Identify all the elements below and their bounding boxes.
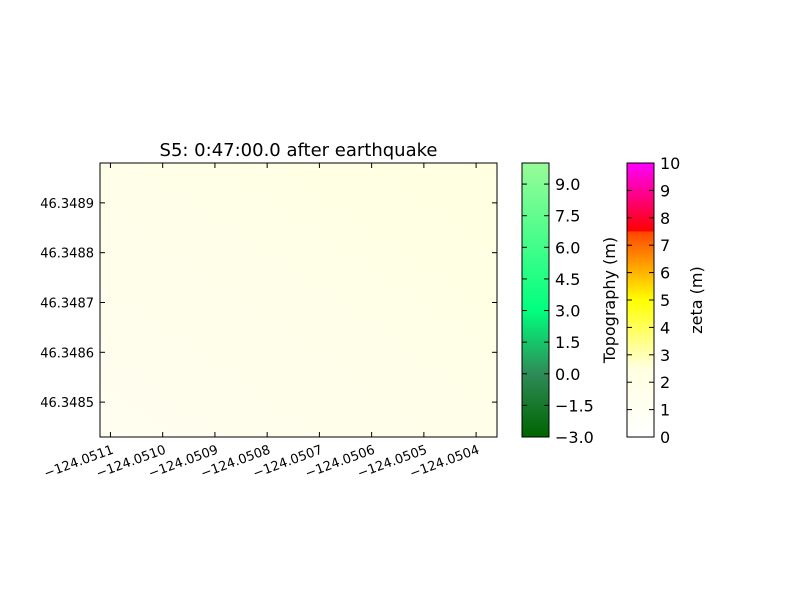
zeta-colorbar-tick-label: 2 — [660, 373, 670, 392]
zeta-colorbar-tick-label: 4 — [660, 318, 670, 337]
zeta-colorbar: 0 1 2 3 4 5 6 7 8 9 10 zeta (m) — [626, 154, 706, 447]
plot-frame — [99, 162, 498, 438]
topography-colorbar-gradient — [521, 162, 550, 438]
y-tick-label: 46.3485 — [40, 396, 94, 411]
topography-colorbar-tick-label: −3.0 — [555, 428, 594, 447]
topography-colorbar-tick-label: −1.5 — [555, 396, 594, 415]
topography-colorbar-tick-label: 9.0 — [555, 175, 580, 194]
zeta-colorbar-tick-label: 0 — [660, 428, 670, 447]
topography-colorbar-tick-label: 6.0 — [555, 238, 580, 257]
zeta-colorbar-tick-label: 3 — [660, 346, 670, 365]
zeta-colorbar-tick-label: 10 — [660, 154, 680, 173]
zeta-colorbar-tick-label: 5 — [660, 291, 670, 310]
chart-title: S5: 0:47:00.0 after earthquake — [160, 140, 438, 161]
plot-area — [99, 162, 498, 438]
zeta-colorbar-tick-label: 8 — [660, 209, 670, 228]
topography-colorbar-tick-label: 1.5 — [555, 333, 580, 352]
zeta-colorbar-tick-label: 1 — [660, 401, 670, 420]
topography-colorbar-tick-label: 0.0 — [555, 365, 580, 384]
y-tick-label: 46.3489 — [40, 197, 94, 212]
topography-colorbar-tick-label: 3.0 — [555, 302, 580, 321]
topography-colorbar: −3.0 −1.5 0.0 1.5 3.0 4.5 6.0 7.5 9.0 Topography… — [521, 162, 619, 447]
zeta-colorbar-ticks: 0 1 2 3 4 5 6 7 8 9 10 — [627, 154, 680, 447]
zeta-colorbar-tick-label: 9 — [660, 181, 670, 200]
topography-colorbar-tick-label: 4.5 — [555, 270, 580, 289]
topography-colorbar-tick-label: 7.5 — [555, 207, 580, 226]
y-tick-label: 46.3486 — [40, 346, 94, 361]
y-tick-label: 46.3488 — [40, 247, 94, 262]
zeta-colorbar-label: zeta (m) — [687, 266, 706, 333]
y-tick-label: 46.3487 — [40, 296, 94, 311]
y-axis: 46.3485 46.3486 46.3487 46.3488 46.3489 — [40, 197, 497, 411]
zeta-colorbar-tick-label: 7 — [660, 236, 670, 255]
topography-colorbar-ticks: −3.0 −1.5 0.0 1.5 3.0 4.5 6.0 7.5 9.0 — [522, 175, 594, 447]
zeta-colorbar-tick-label: 6 — [660, 264, 670, 283]
zeta-field — [100, 163, 497, 437]
topography-colorbar-label: Topography (m) — [600, 237, 619, 364]
